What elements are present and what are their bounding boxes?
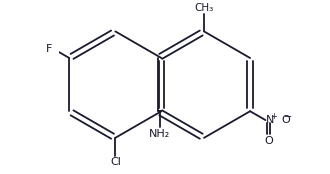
Text: +: + bbox=[270, 112, 277, 121]
Text: NH₂: NH₂ bbox=[149, 129, 170, 139]
Text: O: O bbox=[264, 136, 273, 146]
Text: F: F bbox=[46, 44, 52, 54]
Text: Cl: Cl bbox=[110, 157, 121, 167]
Text: O: O bbox=[281, 115, 290, 125]
Text: −: − bbox=[284, 112, 292, 122]
Text: N: N bbox=[266, 115, 275, 125]
Text: CH₃: CH₃ bbox=[194, 3, 214, 13]
